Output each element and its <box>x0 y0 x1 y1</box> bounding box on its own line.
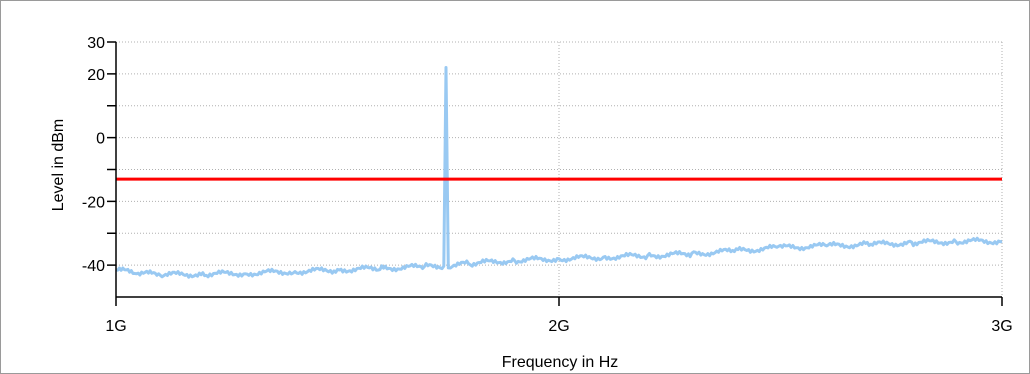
x-tick-label: 2G <box>548 318 569 335</box>
x-axis-label: Frequency in Hz <box>502 354 619 371</box>
y-tick-label: 20 <box>87 67 105 84</box>
y-tick-label: -20 <box>82 194 105 211</box>
series-layer <box>115 66 1003 279</box>
y-tick-label: 30 <box>87 35 105 52</box>
x-tick-label: 1G <box>105 318 126 335</box>
y-axis-label: Level in dBm <box>50 119 67 212</box>
y-tick-label: -40 <box>82 258 105 275</box>
y-tick-label: 0 <box>96 131 105 148</box>
axes-layer: -40 -20 0 20 30 1G 2G 3G <box>82 35 1013 335</box>
x-tick-label: 3G <box>991 318 1012 335</box>
grid-layer <box>116 41 1003 297</box>
measurement-trace <box>115 66 1003 279</box>
